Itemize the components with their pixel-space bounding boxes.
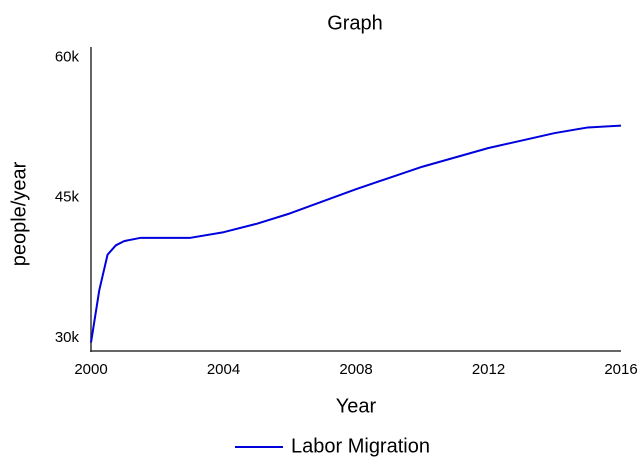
x-tick-label: 2012: [472, 361, 505, 378]
x-tick-label: 2008: [339, 361, 372, 378]
x-tick-label: 2000: [74, 361, 107, 378]
legend-label: Labor Migration: [291, 435, 430, 457]
x-tick-label: 2004: [207, 361, 240, 378]
y-tick-label: 30k: [55, 329, 80, 346]
y-tick-label: 60k: [55, 48, 80, 65]
x-tick-label: 2016: [604, 361, 637, 378]
y-axis-label: people/year: [8, 161, 30, 266]
line-series: [90, 124, 622, 343]
y-tick-label: 45k: [55, 189, 80, 206]
x-axis-label: Year: [336, 395, 377, 417]
chart-title: Graph: [327, 12, 383, 34]
